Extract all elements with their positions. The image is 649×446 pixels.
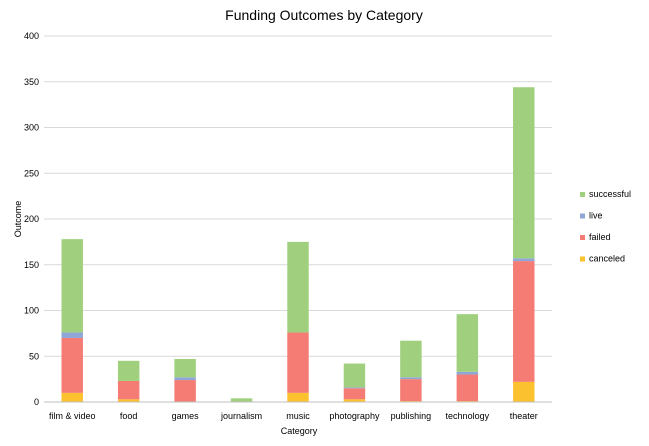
bar-segment-failed [456,374,479,402]
bar-segment-canceled [343,399,366,402]
y-tick-label: 250 [24,168,39,178]
legend-label-failed: failed [589,232,611,242]
legend: successful live failed canceled [580,189,631,264]
bar-segment-failed [117,380,140,400]
bar-segment-live [343,387,366,389]
x-axis-label: Category [281,426,318,436]
y-tick-label: 400 [24,31,39,41]
x-tick-label: food [120,411,138,421]
bar-segment-canceled [61,392,83,402]
bar-segment-failed [174,380,196,402]
bar-segment-canceled [513,381,535,402]
y-tick-label: 350 [24,77,39,87]
bar-segment-failed [513,261,535,382]
legend-label-canceled: canceled [589,254,625,264]
bar-segment-live [513,258,535,262]
bar-segment-live [174,377,196,381]
bar-segment-successful [174,358,196,378]
y-tick-label: 300 [24,123,39,133]
y-tick-label: 100 [24,306,39,316]
gridlines [44,35,552,403]
bar-segment-successful [61,239,83,333]
y-axis-label: Outcome [13,201,23,238]
bar-segment-live [400,377,422,380]
bar-segment-canceled [287,392,309,402]
bar-segment-successful [513,87,535,259]
bar-segment-successful [400,340,422,378]
x-tick-label: theater [510,411,538,421]
legend-swatch-live [580,213,585,219]
x-tick-label: music [286,411,310,421]
legend-label-successful: successful [589,189,631,199]
bar-segment-successful [287,241,309,333]
legend-swatch-canceled [580,256,585,262]
bar-segment-failed [287,332,309,393]
bar-segment-failed [400,379,422,402]
x-tick-label: games [172,411,200,421]
bar-segment-successful [117,360,140,381]
y-tick-label: 150 [24,260,39,270]
x-tick-label: technology [446,411,490,421]
x-tick-label: publishing [391,411,432,421]
bar-segment-failed [343,388,366,400]
x-tick-label: film & video [49,411,96,421]
bar-segment-successful [230,398,253,402]
bar-segment-successful [456,314,479,372]
x-tick-label: journalism [220,411,262,421]
x-tick-label: photography [329,411,380,421]
bar-segment-successful [343,363,366,388]
legend-label-live: live [589,211,603,221]
legend-swatch-successful [580,192,585,197]
bar-segment-live [456,371,479,375]
y-tick-label: 0 [34,397,39,407]
chart-title: Funding Outcomes by Category [225,7,423,23]
y-axis-ticks: 0 50 100 150 200 250 300 350 400 [24,31,39,407]
bars [44,87,552,403]
y-tick-label: 50 [29,351,39,361]
y-tick-label: 200 [24,214,39,224]
bar-segment-failed [61,337,83,393]
legend-swatch-failed [580,235,585,240]
bar-segment-live [61,332,83,338]
x-axis-ticks: film & video food games journalism music phot… [49,411,538,421]
bar-segment-canceled [117,399,140,402]
